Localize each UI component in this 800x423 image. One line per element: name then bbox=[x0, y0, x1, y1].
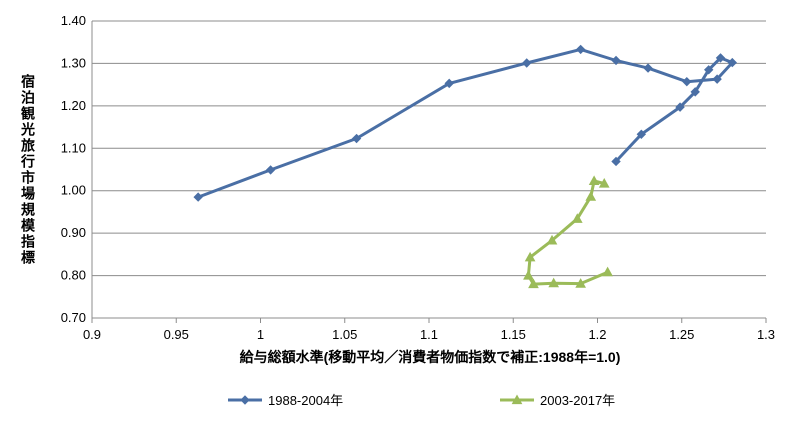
data-point bbox=[598, 177, 610, 188]
tick-labels: 0.70 0.80 0.90 1.00 1.10 1.20 1.30 1.40 0.9 0.95 1… bbox=[61, 13, 775, 342]
legend-marker bbox=[240, 395, 250, 405]
series-group bbox=[193, 44, 738, 289]
data-point bbox=[712, 74, 722, 84]
data-point bbox=[682, 76, 692, 87]
data-point bbox=[523, 270, 534, 280]
data-point bbox=[611, 156, 621, 167]
y-tick-label: 0.80 bbox=[61, 268, 86, 283]
data-point bbox=[528, 278, 539, 289]
legend-label: 2003-2017年 bbox=[540, 393, 615, 408]
x-tick-label: 0.9 bbox=[83, 327, 101, 342]
legend: 1988-2004年 2003-2017年 bbox=[228, 393, 615, 408]
series-line bbox=[197, 47, 734, 199]
gridlines bbox=[92, 20, 766, 319]
data-point bbox=[571, 213, 583, 223]
legend-label: 1988-2004年 bbox=[268, 393, 343, 408]
data-point bbox=[643, 63, 653, 73]
legend-item: 2003-2017年 bbox=[500, 393, 615, 408]
x-tick-label: 1.05 bbox=[332, 327, 357, 342]
data-point bbox=[193, 192, 203, 202]
series-1 bbox=[193, 44, 738, 202]
data-point bbox=[575, 44, 586, 55]
data-point bbox=[265, 165, 276, 175]
y-tick-label: 1.40 bbox=[61, 13, 86, 28]
x-tick-label: 1.3 bbox=[757, 327, 775, 342]
y-tick-label: 1.20 bbox=[61, 98, 86, 113]
data-point bbox=[715, 53, 726, 63]
data-point bbox=[704, 65, 714, 75]
series-2 bbox=[523, 175, 613, 289]
x-tick-label: 1.1 bbox=[420, 327, 438, 342]
data-point bbox=[575, 278, 586, 288]
data-point bbox=[585, 191, 597, 201]
data-point bbox=[611, 55, 621, 66]
x-tick-label: 1.25 bbox=[669, 327, 694, 342]
legend-marker bbox=[511, 394, 523, 405]
data-point bbox=[588, 175, 600, 186]
y-tick-label: 1.10 bbox=[61, 140, 86, 155]
x-tick-label: 1 bbox=[257, 327, 264, 342]
data-point bbox=[546, 234, 558, 245]
data-point bbox=[548, 277, 560, 288]
data-point bbox=[444, 78, 454, 89]
data-point bbox=[524, 251, 536, 262]
x-tick-label: 0.95 bbox=[164, 327, 189, 342]
data-point bbox=[351, 133, 362, 144]
data-point bbox=[602, 266, 613, 277]
x-axis-title: 給与総額水準(移動平均／消費者物価指数で補正:1988年=1.0) bbox=[240, 349, 621, 365]
data-point bbox=[675, 102, 685, 112]
data-point bbox=[636, 129, 647, 139]
x-tick-label: 1.2 bbox=[588, 327, 606, 342]
y-tick-label: 1.00 bbox=[61, 183, 86, 198]
y-tick-label: 0.70 bbox=[61, 310, 86, 325]
legend-item: 1988-2004年 bbox=[228, 393, 343, 408]
axes bbox=[91, 21, 767, 323]
x-tick-label: 1.15 bbox=[501, 327, 526, 342]
data-point bbox=[690, 87, 700, 97]
y-axis-title: 宿泊観光旅行市場規模指標 bbox=[20, 73, 36, 266]
data-point bbox=[727, 57, 738, 68]
y-tick-label: 1.30 bbox=[61, 55, 86, 70]
y-tick-label: 0.90 bbox=[61, 225, 86, 240]
series-line bbox=[526, 179, 609, 286]
data-point bbox=[522, 58, 532, 68]
